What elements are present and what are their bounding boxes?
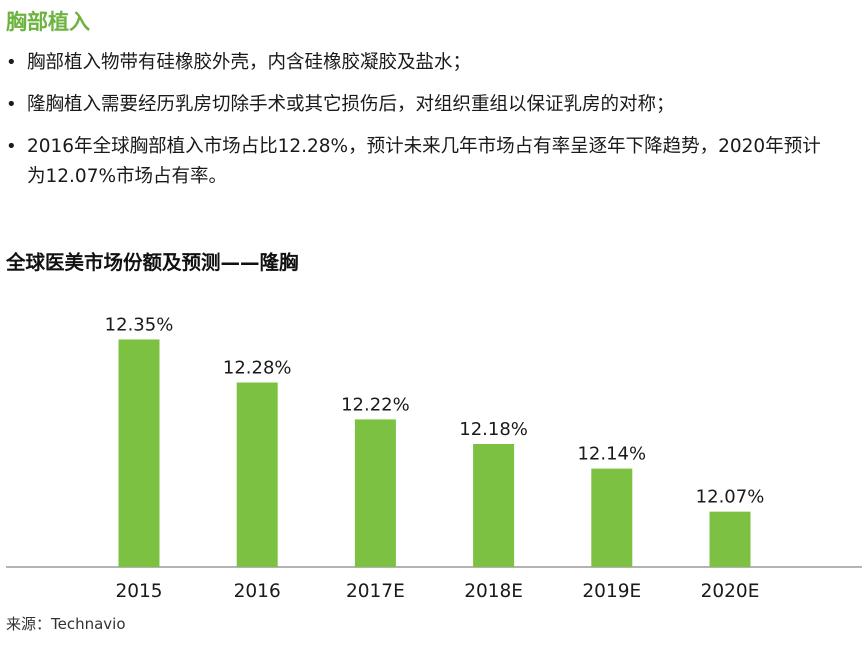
bullet-item: • 隆胸植入需要经历乳房切除手术或其它损伤后，对组织重组以保证乳房的对称； bbox=[6, 90, 836, 120]
bar-2020E bbox=[709, 511, 751, 567]
bullet-item: • 2016年全球胸部植入市场占比12.28%，预计未来几年市场占有率呈逐年下降… bbox=[6, 132, 836, 192]
bar-2018E bbox=[473, 444, 515, 567]
x-tick-label-2017E: 2017E bbox=[346, 581, 405, 602]
bullet-dot-icon: • bbox=[6, 94, 17, 115]
x-tick-label-2020E: 2020E bbox=[701, 581, 760, 602]
bullet-list: • 胸部植入物带有硅橡胶外壳，内含硅橡胶凝胶及盐水； • 隆胸植入需要经历乳房切… bbox=[6, 48, 836, 204]
data-label-2018E: 12.18% bbox=[459, 419, 528, 440]
data-label-2019E: 12.14% bbox=[577, 444, 646, 465]
data-label-2017E: 12.22% bbox=[341, 394, 410, 415]
data-label-2020E: 12.07% bbox=[696, 487, 765, 508]
x-tick-label-2019E: 2019E bbox=[582, 581, 641, 602]
bullet-item: • 胸部植入物带有硅橡胶外壳，内含硅橡胶凝胶及盐水； bbox=[6, 48, 836, 78]
bullet-text: 胸部植入物带有硅橡胶外壳，内含硅橡胶凝胶及盐水； bbox=[27, 52, 472, 73]
data-label-2016: 12.28% bbox=[223, 358, 292, 379]
section-heading: 胸部植入 bbox=[6, 10, 90, 34]
bar-2017E bbox=[354, 419, 396, 567]
x-tick-label-2015: 2015 bbox=[115, 581, 162, 602]
x-tick-label-2016: 2016 bbox=[234, 581, 281, 602]
data-label-2015: 12.35% bbox=[105, 314, 174, 335]
bar-2019E bbox=[591, 468, 633, 567]
source-note: 来源：Technavio bbox=[6, 615, 126, 633]
bullet-dot-icon: • bbox=[6, 52, 17, 73]
bar-2016 bbox=[236, 382, 278, 567]
chart-title: 全球医美市场份额及预测——隆胸 bbox=[6, 251, 299, 274]
bar-chart: 12.35% 2015 12.28% 2016 12.22% 2017E 12.18% 201… bbox=[6, 314, 862, 602]
bullet-text: 隆胸植入需要经历乳房切除手术或其它损伤后，对组织重组以保证乳房的对称； bbox=[27, 94, 675, 115]
x-tick-label-2018E: 2018E bbox=[464, 581, 523, 602]
bar-2015 bbox=[118, 339, 160, 567]
bullet-text: 2016年全球胸部植入市场占比12.28%，预计未来几年市场占有率呈逐年下降趋势… bbox=[27, 136, 821, 187]
bullet-dot-icon: • bbox=[6, 136, 17, 157]
